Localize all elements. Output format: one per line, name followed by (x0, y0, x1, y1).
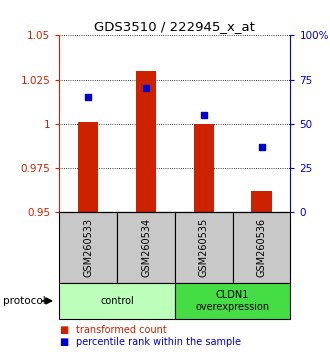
Point (85, 95, 91, 100)
Text: ■: ■ (59, 337, 69, 347)
Bar (78, 122, 98, 212)
Point (143, 86, 148, 91)
Bar (175, 283, 290, 319)
Text: GSM260534: GSM260534 (141, 218, 151, 278)
Bar (194, 124, 214, 212)
Bar (136, 71, 156, 212)
Text: GSM260533: GSM260533 (83, 218, 93, 278)
Title: GDS3510 / 222945_x_at: GDS3510 / 222945_x_at (94, 20, 255, 33)
Text: percentile rank within the sample: percentile rank within the sample (76, 337, 241, 347)
Point (201, 112, 207, 118)
Bar (175, 212, 233, 283)
Text: transformed count: transformed count (76, 325, 167, 335)
Text: control: control (100, 296, 134, 306)
Bar (251, 191, 272, 212)
Bar (59, 212, 117, 283)
Bar (233, 212, 290, 283)
Point (259, 144, 264, 150)
Text: ■: ■ (59, 325, 69, 335)
Bar (59, 283, 175, 319)
Bar (117, 212, 175, 283)
Text: GSM260535: GSM260535 (199, 218, 209, 278)
Text: CLDN1
overexpression: CLDN1 overexpression (196, 290, 270, 312)
Text: protocol: protocol (3, 296, 46, 306)
Text: GSM260536: GSM260536 (256, 218, 267, 278)
